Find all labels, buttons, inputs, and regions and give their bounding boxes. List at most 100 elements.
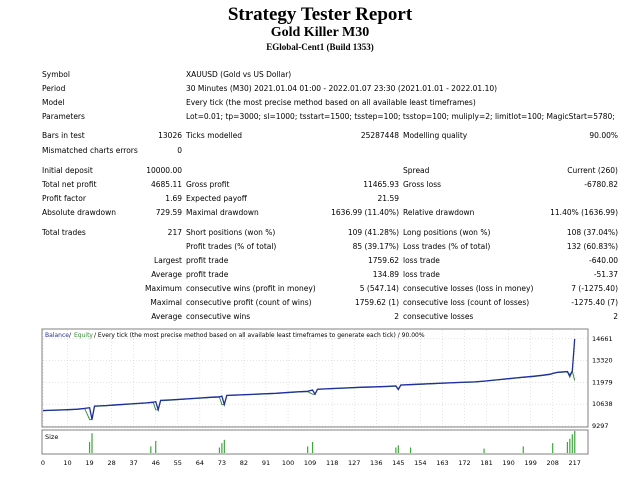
settings-parameters-value: Lot=0.01; tp=3000; sl=1000; tsstart=1500…: [186, 112, 615, 121]
abs-drawdown-label: Absolute drawdown: [42, 208, 116, 217]
largest-loss-value: -640.00: [589, 256, 618, 265]
x-tick-label-12: 109: [304, 459, 316, 467]
max-cons-wins-value: 5 (547.14): [359, 284, 399, 293]
x-tick-label-3: 28: [107, 459, 115, 467]
x-tick-label-18: 163: [436, 459, 448, 467]
x-tick-label-20: 181: [480, 459, 492, 467]
x-tick-label-9: 82: [240, 459, 248, 467]
size-bar-5: [221, 443, 223, 453]
maximal-cons-profit-label: consecutive profit (count of wins): [186, 298, 312, 307]
quality-label: Modelling quality: [403, 131, 468, 140]
max-drawdown-value: 1636.99 (11.40%): [331, 208, 399, 217]
x-tick-label-5: 46: [152, 459, 160, 467]
settings-symbol-value: XAUUSD (Gold vs US Dollar): [186, 70, 292, 79]
spread-value: Current (260): [567, 166, 618, 175]
mismatch-value: 0: [177, 146, 182, 155]
settings-model-label: Model: [42, 98, 65, 107]
total-trades-value: 217: [167, 228, 182, 237]
x-tick-label-23: 208: [546, 459, 558, 467]
max-cons-wins-label: consecutive wins (profit in money): [186, 284, 316, 293]
average-profit-label: profit trade: [186, 270, 229, 279]
rel-drawdown-label: Relative drawdown: [403, 208, 475, 217]
x-tick-label-13: 118: [326, 459, 338, 467]
size-bar-15: [566, 442, 568, 453]
size-bars: [88, 431, 576, 453]
legend-description: / Every tick (the most precise method ba…: [94, 332, 425, 339]
gross-loss-label: Gross loss: [403, 180, 442, 189]
net-profit-label: Total net profit: [42, 180, 97, 189]
size-bar-0: [88, 442, 91, 453]
y-tick-label-4: 9297: [592, 422, 609, 430]
ticks-label: Ticks modelled: [186, 131, 243, 140]
profit-trades-label: Profit trades (% of total): [186, 242, 277, 251]
balance-line: [42, 338, 576, 420]
size-bar-17: [571, 434, 573, 453]
x-tick-label-4: 37: [130, 459, 138, 467]
largest-label: Largest: [154, 256, 182, 265]
bars-label: Bars in test: [42, 131, 85, 140]
initial-deposit-label: Initial deposit: [42, 166, 93, 175]
x-tick-label-22: 199: [524, 459, 536, 467]
size-bar-3: [155, 440, 157, 453]
size-bar-4: [218, 447, 221, 453]
maximal-label: Maximal: [150, 298, 182, 307]
size-bar-6: [223, 439, 225, 453]
x-tick-label-2: 19: [85, 459, 93, 467]
max-drawdown-label: Maximal drawdown: [186, 208, 259, 217]
x-tick-label-10: 91: [262, 459, 270, 467]
avg-cons-losses-value: 2: [613, 312, 618, 321]
total-trades-label: Total trades: [42, 228, 86, 237]
avg-cons-wins-label: consecutive wins: [186, 312, 251, 321]
largest-loss-label: loss trade: [403, 256, 440, 265]
average-loss-label: loss trade: [403, 270, 440, 279]
x-tick-label-24: 217: [569, 459, 581, 467]
x-tick-label-21: 190: [502, 459, 514, 467]
size-bar-16: [569, 438, 571, 453]
y-tick-labels: 14661 13320 11979 10638 9297: [592, 335, 613, 430]
expected-payoff-label: Expected payoff: [186, 194, 247, 203]
quality-value: 90.00%: [589, 131, 618, 140]
x-tick-label-17: 154: [414, 459, 426, 467]
report-title: Strategy Tester Report: [227, 4, 413, 25]
size-bar-18: [574, 431, 576, 453]
rel-drawdown-value: 11.40% (1636.99): [550, 208, 618, 217]
average2-label: Average: [151, 312, 182, 321]
loss-trades-label: Loss trades (% of total): [403, 242, 491, 251]
x-tick-label-14: 127: [348, 459, 360, 467]
max-cons-losses-label: consecutive losses (loss in money): [403, 284, 534, 293]
profit-factor-label: Profit factor: [42, 194, 86, 203]
settings-period-value: 30 Minutes (M30) 2021.01.04 01:00 - 2022…: [186, 84, 498, 93]
size-bar-2: [150, 446, 152, 453]
profit-factor-value: 1.69: [165, 194, 182, 203]
short-positions-label: Short positions (won %): [186, 228, 276, 237]
avg-cons-wins-value: 2: [394, 312, 399, 321]
mismatch-label: Mismatched charts errors: [42, 146, 138, 155]
legend-sep: /: [69, 332, 72, 339]
largest-profit-label: profit trade: [186, 256, 229, 265]
size-bar-10: [397, 445, 399, 453]
y-tick-label-3: 10638: [592, 400, 613, 408]
x-tick-label-0: 0: [41, 459, 45, 467]
net-profit-value: 4685.11: [150, 180, 182, 189]
size-label: Size: [45, 433, 58, 441]
gross-loss-value: -6780.82: [584, 180, 618, 189]
x-tick-label-1: 10: [63, 459, 71, 467]
x-tick-label-19: 172: [458, 459, 470, 467]
average-loss-value: -51.37: [593, 270, 618, 279]
size-bar-11: [409, 447, 412, 453]
settings-parameters-label: Parameters: [42, 112, 85, 121]
settings-period-label: Period: [42, 84, 66, 93]
x-tick-label-15: 136: [370, 459, 382, 467]
largest-profit-value: 1759.62: [367, 256, 399, 265]
loss-trades-value: 132 (60.83%): [566, 242, 618, 251]
bars-value: 13026: [158, 131, 182, 140]
size-bar-7: [307, 446, 309, 453]
expected-payoff-value: 21.59: [377, 194, 399, 203]
settings-model-value: Every tick (the most precise method base…: [186, 98, 476, 107]
size-bar-9: [395, 447, 397, 453]
x-tick-label-6: 55: [174, 459, 182, 467]
grid-lines: [42, 330, 587, 427]
initial-deposit-value: 10000.00: [146, 166, 182, 175]
legend-equity: Equity: [74, 332, 93, 339]
x-tick-label-7: 64: [196, 459, 204, 467]
